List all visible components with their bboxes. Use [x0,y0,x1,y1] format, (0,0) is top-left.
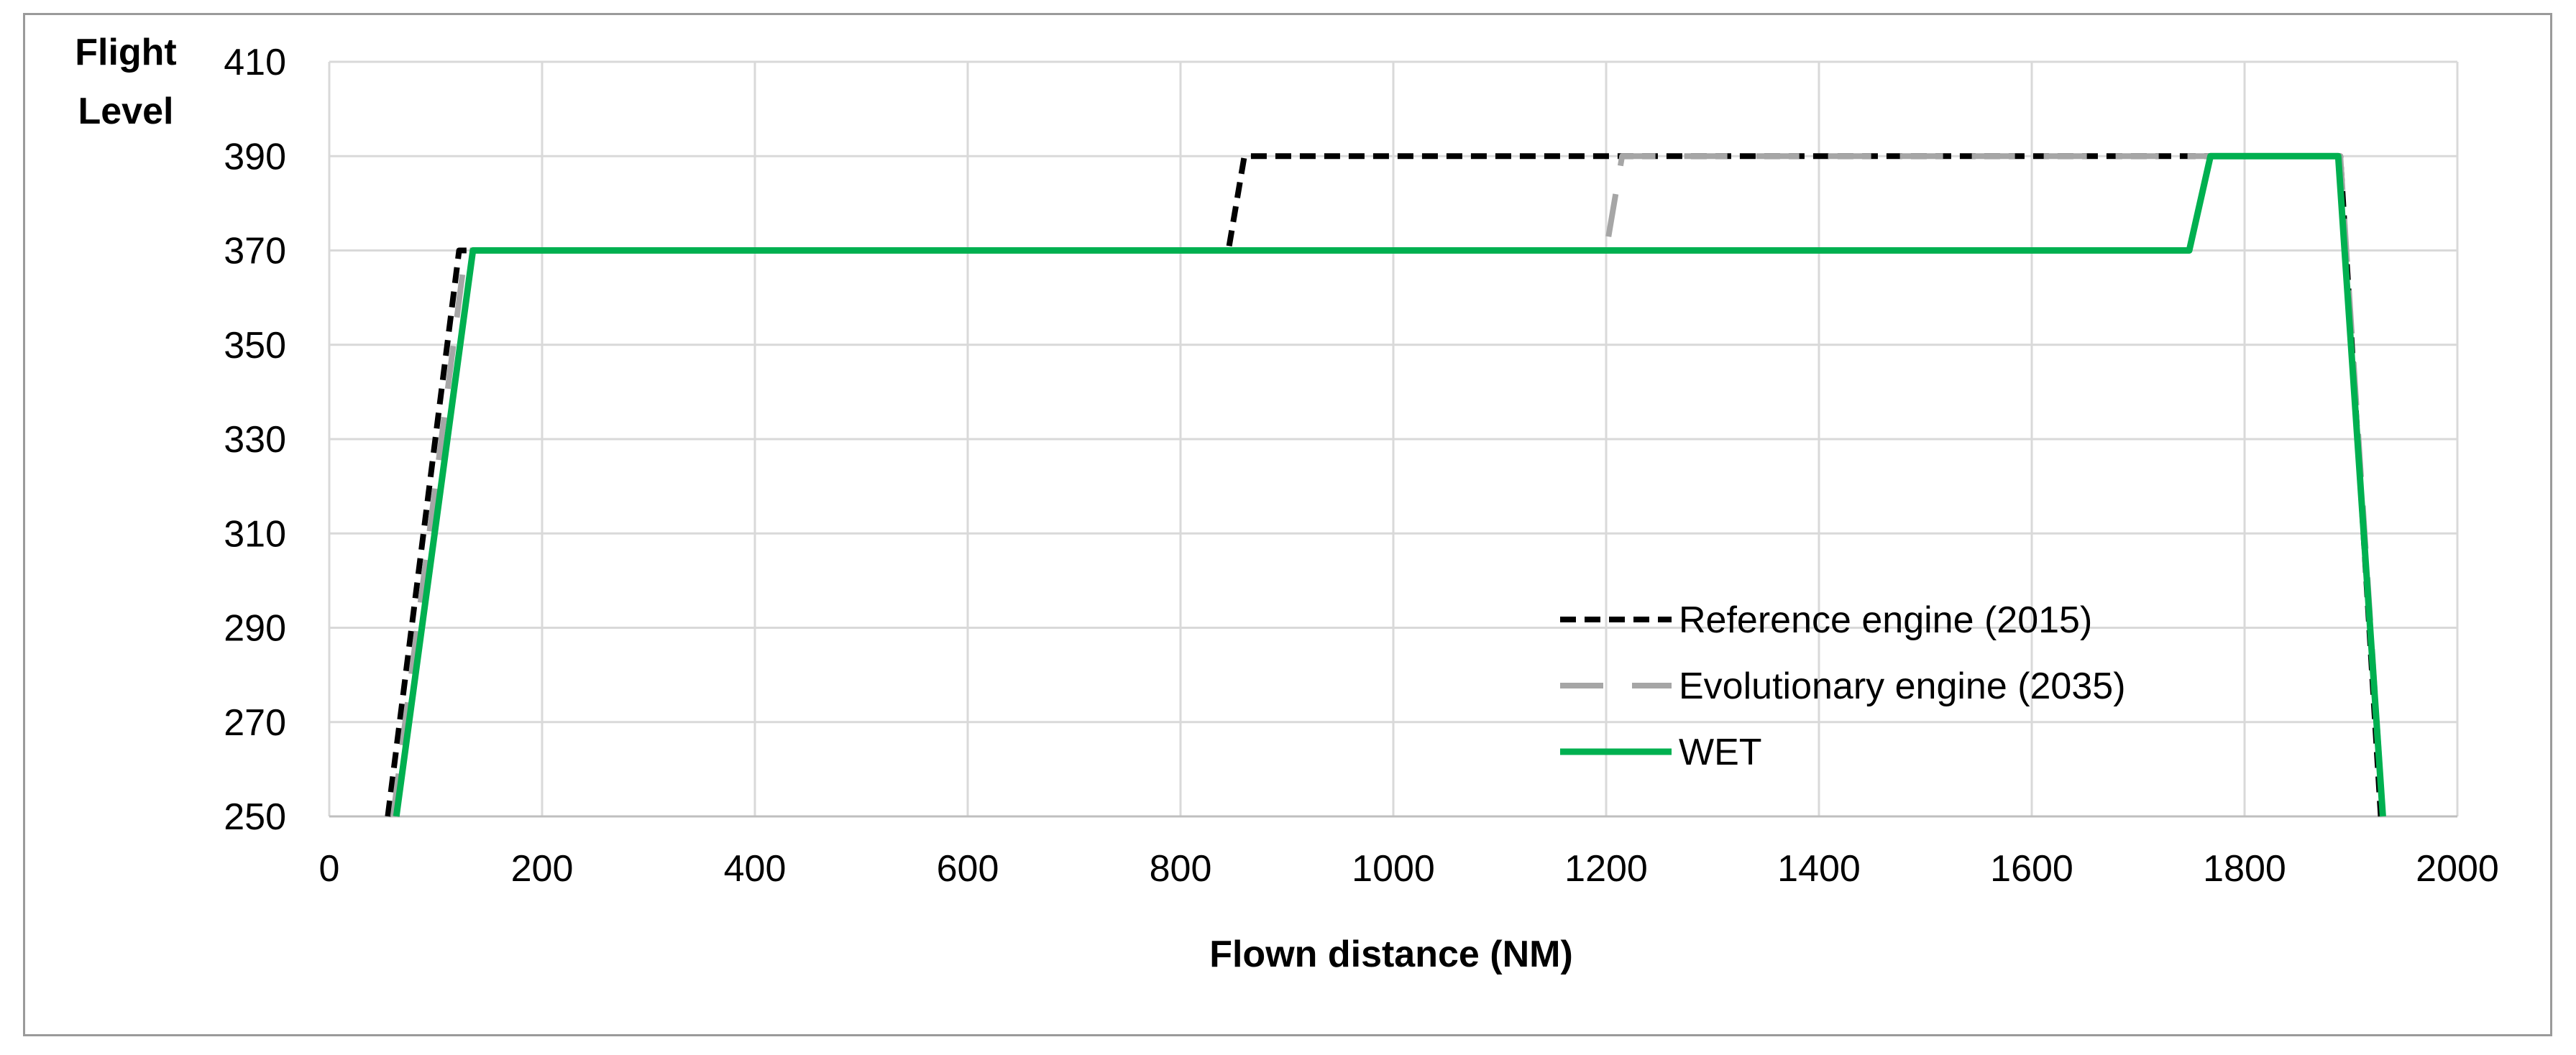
x-tick-label: 200 [511,848,574,890]
x-tick-label: 0 [319,848,340,890]
x-tick-label: 1800 [2203,848,2286,890]
x-tick-label: 600 [937,848,999,890]
y-tick-label: 310 [224,513,286,555]
x-axis-title: Flown distance (NM) [1209,934,1573,975]
x-tick-label: 800 [1150,848,1212,890]
y-tick-label: 330 [224,419,286,461]
series-line-3 [393,152,2386,817]
x-tick-labels: 0 200 400 600 800 1000 1200 1400 1600 1800 2000 [319,848,2499,890]
y-tick-labels: 250 270 290 310 330 350 370 390 410 [224,42,286,838]
x-tick-label: 1000 [1352,848,1435,890]
x-tick-label: 1400 [1777,848,1861,890]
legend: Reference engine (2015) Evolutionary engi… [1560,599,2126,773]
y-tick-label: 290 [224,608,286,650]
x-tick-label: 2000 [2416,848,2499,890]
y-axis-title-line1: Flight [75,32,177,73]
x-tick-label: 1600 [1990,848,2073,890]
y-tick-label: 410 [224,42,286,83]
y-axis-title-line2: Level [78,91,174,132]
series-line-1 [385,153,2384,817]
grid-lines [328,60,2459,818]
y-tick-label: 390 [224,136,286,178]
y-tick-label: 370 [224,231,286,272]
y-tick-label: 250 [224,796,286,838]
legend-label-2: Evolutionary engine (2035) [1679,665,2126,707]
series-line-2 [390,153,2386,817]
chart-frame [23,13,2552,1036]
legend-label-3: WET [1679,732,1762,773]
legend-label-1: Reference engine (2015) [1679,599,2092,641]
y-tick-label: 270 [224,702,286,744]
series-layer [385,152,2386,817]
x-tick-label: 400 [724,848,787,890]
x-tick-label: 1200 [1564,848,1648,890]
y-tick-label: 350 [224,325,286,367]
